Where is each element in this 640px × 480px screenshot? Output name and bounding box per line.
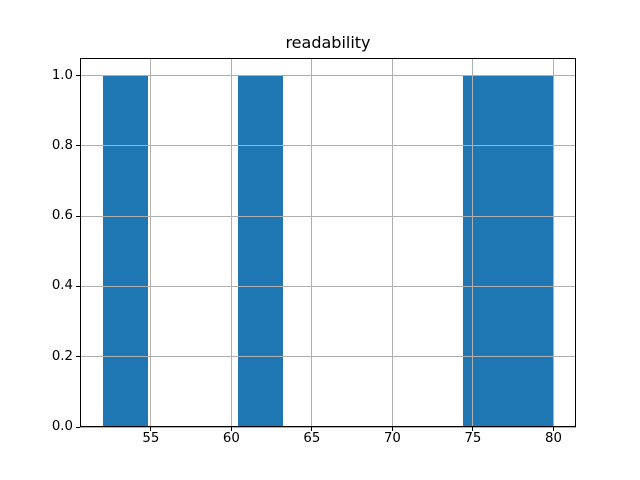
x-tick-label: 60: [222, 431, 240, 446]
x-tick-label: 70: [383, 431, 401, 446]
x-gridline: [311, 58, 313, 427]
x-tick-mark: [472, 427, 474, 431]
y-tick-mark: [76, 215, 80, 217]
chart-title: readability: [285, 33, 371, 52]
y-tick-label: 0.2: [51, 348, 73, 364]
y-tick-label: 0.0: [51, 419, 73, 434]
x-tick-label: 80: [544, 431, 562, 446]
histogram-bar: [508, 75, 554, 427]
y-tick-mark: [76, 145, 80, 147]
y-gridline: [80, 145, 576, 147]
x-gridline: [472, 58, 474, 427]
y-tick-label: 0.6: [51, 208, 73, 224]
y-gridline: [80, 75, 576, 77]
x-tick-mark: [552, 427, 554, 431]
x-gridline: [391, 58, 393, 427]
x-tick-mark: [230, 427, 232, 431]
y-tick-mark: [76, 356, 80, 358]
x-gridline: [552, 58, 554, 427]
y-tick-label: 0.4: [51, 278, 73, 294]
y-gridline: [80, 215, 576, 217]
y-gridline: [80, 285, 576, 287]
x-gridline: [230, 58, 232, 427]
x-tick-label: 65: [303, 431, 321, 446]
x-gridline: [150, 58, 152, 427]
y-gridline: [80, 356, 576, 358]
y-tick-label: 0.8: [51, 137, 73, 153]
y-tick-mark: [76, 426, 80, 428]
histogram-bar: [237, 75, 283, 427]
histogram-bar: [102, 75, 148, 427]
x-tick-label: 75: [464, 431, 482, 446]
y-gridline: [80, 426, 576, 428]
x-tick-mark: [391, 427, 393, 431]
histogram-bar: [463, 75, 509, 427]
x-tick-mark: [150, 427, 152, 431]
y-tick-mark: [76, 75, 80, 77]
x-tick-mark: [311, 427, 313, 431]
y-tick-mark: [76, 285, 80, 287]
y-tick-label: 1.0: [51, 67, 73, 83]
x-tick-label: 55: [142, 431, 160, 446]
